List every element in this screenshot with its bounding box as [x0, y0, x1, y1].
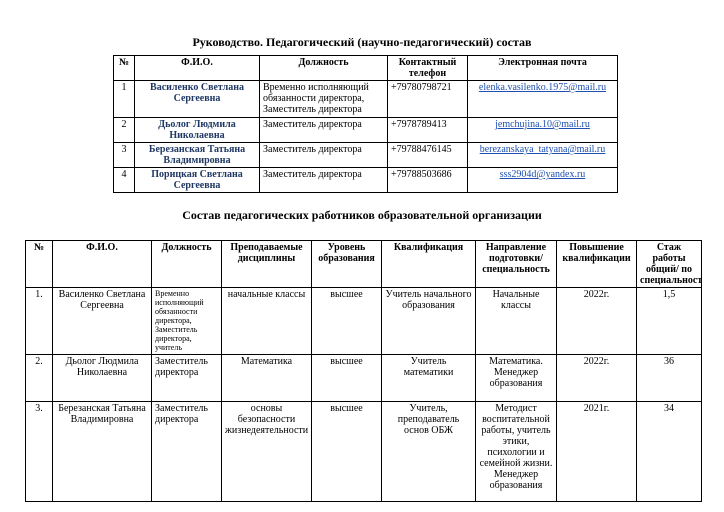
- email-link[interactable]: jemchujina.10@mail.ru: [495, 119, 590, 130]
- row: 1. Василенко Светлана Сергеевна Временно и…: [25, 287, 702, 355]
- cell: начальные классы: [221, 287, 312, 355]
- row: 2. Дьолог Людмила Николаевна Заместитель д…: [25, 354, 702, 402]
- header-cell: Преподаваемые дисциплины: [221, 240, 312, 288]
- email-link[interactable]: sss2904d@yandex.ru: [499, 169, 586, 180]
- row: 1 Василенко Светлана Сергеевна Временно ис…: [113, 80, 618, 118]
- row: 2 Дьолог Людмила Николаевна Заместитель ди…: [113, 117, 618, 143]
- cell: Учитель начального образования: [381, 287, 476, 355]
- cell: 2: [113, 117, 135, 143]
- cell: 1,5: [636, 287, 702, 355]
- cell: 36: [636, 354, 702, 402]
- row: 3 Березанская Татьяна Владимировна Замести…: [113, 142, 618, 168]
- header-cell: №: [25, 240, 53, 288]
- cell: Василенко Светлана Сергеевна: [52, 287, 152, 355]
- cell: Учитель, преподаватель основ ОБЖ: [381, 401, 476, 502]
- cell: 2022г.: [556, 287, 637, 355]
- staff-table: № Ф.И.О. Должность Контактный телефон Электр…: [113, 55, 618, 193]
- cell: 1.: [25, 287, 53, 355]
- header-cell: Должность: [151, 240, 222, 288]
- row: 4 Порицкая Светлана Сергеевна Заместитель …: [113, 167, 618, 193]
- heading: Руководство. Педагогический (научно-педа…: [192, 35, 532, 49]
- cell: Начальные классы: [475, 287, 557, 355]
- cell: Математика. Менеджер образования: [475, 354, 557, 402]
- header-row: № Ф.И.О. Должность Контактный телефон Электр…: [113, 55, 618, 81]
- header-cell: Квалификация: [381, 240, 476, 288]
- cell: 4: [113, 167, 135, 193]
- header-cell: Ф.И.О.: [52, 240, 152, 288]
- header-row: № Ф.И.О. Должность Преподаваемые дисциплины…: [25, 240, 702, 288]
- cell: +79788476145: [387, 142, 468, 168]
- cell: jemchujina.10@mail.ru: [467, 117, 618, 143]
- header-cell: Повышение квалификации: [556, 240, 637, 288]
- header-cell: Должность: [259, 55, 388, 81]
- header-cell: Уровень образования: [311, 240, 382, 288]
- cell: berezanskaya_tatyana@mail.ru: [467, 142, 618, 168]
- cell: Березанская Татьяна Владимировна: [134, 142, 260, 168]
- header-cell: Электронная почта: [467, 55, 618, 81]
- row: 3. Березанская Татьяна Владимировна Замест…: [25, 401, 702, 502]
- header-cell: №: [113, 55, 135, 81]
- cell: 34: [636, 401, 702, 502]
- cell: Временно исполняющий обязанности директо…: [259, 80, 388, 118]
- cell: основы безопасности жизнедеятельности: [221, 401, 312, 502]
- cell: 2.: [25, 354, 53, 402]
- teachers-table: № Ф.И.О. Должность Преподаваемые дисциплины…: [25, 240, 702, 502]
- cell: Временно исполняющий обязанности директо…: [151, 287, 222, 355]
- cell: +79780798721: [387, 80, 468, 118]
- header-cell: Контактный телефон: [387, 55, 468, 81]
- email-link[interactable]: berezanskaya_tatyana@mail.ru: [479, 144, 606, 155]
- cell: +7978789413: [387, 117, 468, 143]
- cell: высшее: [311, 287, 382, 355]
- cell: высшее: [311, 401, 382, 502]
- cell: Василенко Светлана Сергеевна: [134, 80, 260, 118]
- cell: Заместитель директора: [259, 142, 388, 168]
- heading: Состав педагогических работников образов…: [182, 208, 542, 222]
- header-cell: Стаж работы общий/ по специальности: [636, 240, 702, 288]
- cell: Дьолог Людмила Николаевна: [134, 117, 260, 143]
- cell: Заместитель директора: [259, 117, 388, 143]
- cell: 1: [113, 80, 135, 118]
- cell: Дьолог Людмила Николаевна: [52, 354, 152, 402]
- cell: Заместитель директора: [151, 401, 222, 502]
- email-link[interactable]: elenka.vasilenko.1975@mail.ru: [478, 82, 607, 93]
- cell: 3.: [25, 401, 53, 502]
- cell: elenka.vasilenko.1975@mail.ru: [467, 80, 618, 118]
- cell: Заместитель директора: [259, 167, 388, 193]
- cell: sss2904d@yandex.ru: [467, 167, 618, 193]
- cell: 2021г.: [556, 401, 637, 502]
- cell: Математика: [221, 354, 312, 402]
- cell: высшее: [311, 354, 382, 402]
- cell: Порицкая Светлана Сергеевна: [134, 167, 260, 193]
- cell: Учитель математики: [381, 354, 476, 402]
- cell: Березанская Татьяна Владимировна: [52, 401, 152, 502]
- cell: Заместитель директора: [151, 354, 222, 402]
- cell: +79788503686: [387, 167, 468, 193]
- header-cell: Ф.И.О.: [134, 55, 260, 81]
- cell: Методист воспитательной работы, учитель …: [475, 401, 557, 502]
- header-cell: Направление подготовки/ специальность: [475, 240, 557, 288]
- cell: 3: [113, 142, 135, 168]
- cell: 2022г.: [556, 354, 637, 402]
